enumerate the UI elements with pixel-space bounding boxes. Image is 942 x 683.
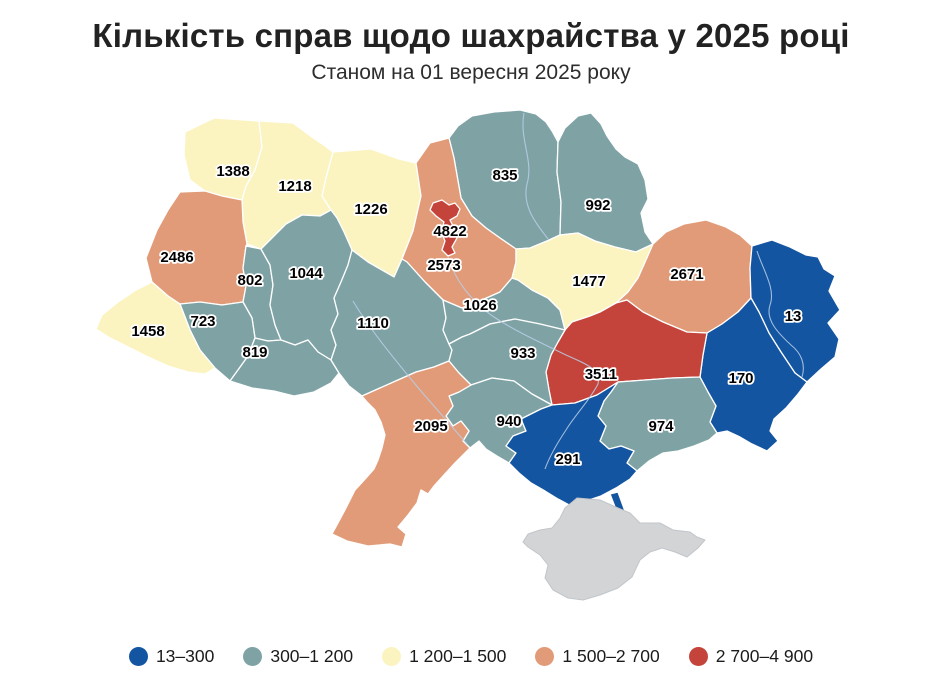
page-title: Кількість справ щодо шахрайства у 2025 р… (92, 17, 850, 54)
value-label-kyiv-oblast: 2573 (427, 257, 460, 274)
value-label-kherson: 291 (555, 451, 580, 468)
region-chernivtsi (229, 337, 340, 397)
legend-item-1: 300–1 200 (243, 646, 353, 667)
legend-label: 2 700–4 900 (715, 646, 814, 666)
value-label-cherkasy: 1026 (463, 297, 496, 314)
legend-label: 300–1 200 (270, 646, 354, 666)
value-label-kharkiv: 2671 (670, 266, 703, 283)
legend-dot-icon (382, 647, 402, 666)
value-label-rivne: 1218 (278, 178, 311, 195)
value-label-chernivtsi: 819 (242, 344, 267, 361)
value-label-dnipropetrovsk: 3511 (585, 366, 618, 383)
value-label-vinnytsia: 1110 (357, 315, 389, 332)
value-label-ternopil: 802 (237, 272, 262, 289)
legend-item-3: 1 500–2 700 (535, 646, 660, 667)
legend-dot-icon (128, 647, 148, 666)
value-label-kirovohrad: 933 (510, 345, 535, 362)
value-label-ivano-frankivsk: 723 (190, 313, 215, 330)
region-crimea-no-data (522, 497, 706, 601)
region-value-labels: 1388 1218 1226 2573 4822 835 992 2486 802 1044 723… (130, 161, 804, 470)
region-zakarpattia (95, 281, 216, 375)
value-label-zhytomyr: 1226 (354, 201, 387, 218)
legend-label: 1 500–2 700 (562, 646, 660, 666)
value-label-khmelnytskyi: 1044 (289, 265, 323, 282)
legend-dot-icon (535, 647, 555, 666)
legend-item-4: 2 700–4 900 (688, 646, 814, 667)
legend-label: 1 200–1 500 (409, 646, 507, 666)
value-label-lviv: 2486 (160, 249, 193, 266)
legend-item-0: 13–300 (128, 646, 215, 667)
river-siverskyi-donets (756, 250, 804, 378)
value-label-mykolaiv: 940 (496, 413, 521, 430)
value-label-odesa: 2095 (414, 418, 447, 435)
legend: 13–300 300–1 200 1 200–1 500 1 500–2 700 2 7… (0, 646, 942, 667)
header: Кількість справ щодо шахрайства у 2025 р… (0, 17, 942, 85)
river-desna (522, 112, 549, 240)
rivers-layer (352, 112, 804, 470)
value-label-chernihiv: 835 (492, 167, 517, 184)
region-odesa (331, 360, 472, 548)
value-label-donetsk: 170 (728, 370, 753, 387)
value-label-volyn: 1388 (216, 163, 249, 180)
value-label-poltava: 1477 (572, 273, 605, 290)
legend-label: 13–300 (155, 646, 215, 666)
region-kherson (505, 381, 638, 507)
value-label-kyiv-city: 4822 (433, 223, 466, 240)
page-subtitle: Станом на 01 вересня 2025 року (311, 61, 631, 85)
region-lviv (145, 190, 248, 306)
river-pivdennyi-buh (352, 300, 468, 445)
value-label-zaporizhzhia: 974 (648, 418, 674, 435)
value-label-sumy: 992 (585, 197, 610, 214)
region-sumy (556, 112, 654, 253)
value-label-luhansk: 13 (785, 308, 802, 325)
value-label-zakarpattia: 1458 (131, 323, 164, 340)
river-dnipro (447, 256, 599, 470)
region-kyiv-city (429, 199, 461, 257)
legend-item-2: 1 200–1 500 (382, 646, 506, 667)
legend-dot-icon (688, 647, 708, 666)
legend-dot-icon (243, 647, 263, 666)
map-regions (95, 109, 841, 601)
